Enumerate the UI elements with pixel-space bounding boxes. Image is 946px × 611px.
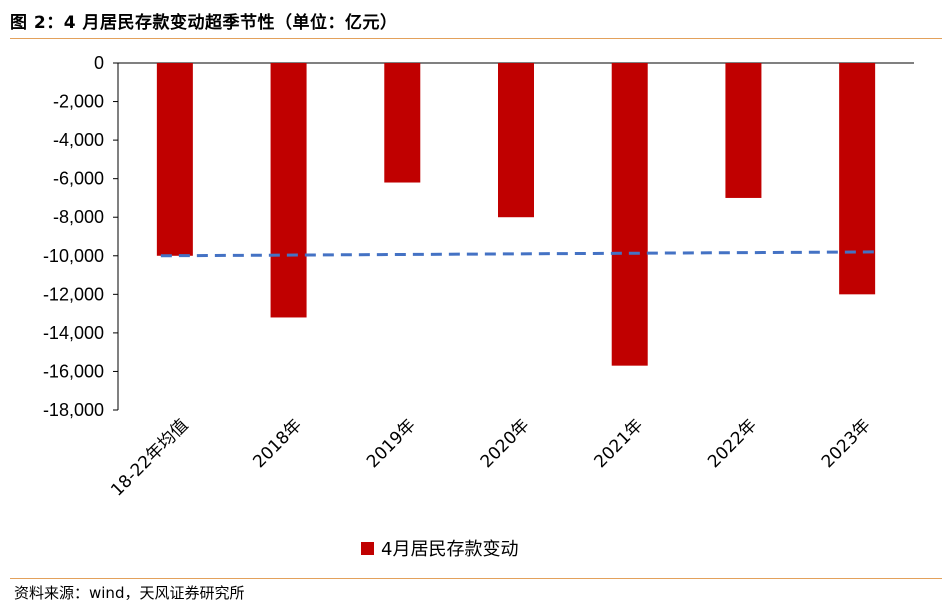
average-dashed-line bbox=[160, 250, 876, 258]
bar bbox=[839, 63, 876, 295]
y-tick-label: -2,000 bbox=[53, 92, 104, 112]
legend: 4月居民存款变动 bbox=[361, 539, 518, 560]
y-tick-label: -12,000 bbox=[43, 284, 104, 304]
x-axis-labels: 18-22年均值 2018年 2019年 2020年 2021年 2022年 2023年 bbox=[107, 415, 874, 500]
y-tick-label: -16,000 bbox=[43, 361, 104, 381]
y-tick-label: -4,000 bbox=[53, 130, 104, 150]
average-line bbox=[160, 250, 876, 258]
legend-swatch bbox=[361, 542, 374, 555]
bar bbox=[270, 63, 307, 318]
y-tick-label: -6,000 bbox=[53, 169, 104, 189]
y-tick-label: 0 bbox=[94, 53, 104, 73]
y-axis: 0 -2,000 -4,000 -6,000 -8,000 -10,000 -12,000 -… bbox=[43, 53, 914, 420]
x-tick-label: 2022年 bbox=[704, 415, 761, 472]
title-divider bbox=[10, 38, 942, 39]
bar bbox=[384, 63, 421, 183]
footer-divider bbox=[10, 578, 942, 579]
bar bbox=[498, 63, 534, 218]
legend-label: 4月居民存款变动 bbox=[381, 539, 518, 560]
bar bbox=[725, 63, 762, 198]
bar bbox=[156, 63, 193, 256]
x-tick-label: 2023年 bbox=[818, 415, 875, 472]
bar bbox=[611, 63, 648, 366]
bar-chart: 0 -2,000 -4,000 -6,000 -8,000 -10,000 -12,000 -… bbox=[43, 53, 914, 560]
y-tick-label: -14,000 bbox=[43, 323, 104, 343]
x-tick-label: 2021年 bbox=[590, 415, 647, 472]
x-tick-label: 2019年 bbox=[363, 415, 420, 472]
bars bbox=[156, 63, 876, 366]
x-tick-label: 2020年 bbox=[477, 415, 534, 472]
chart-title: 图 2：4 月居民存款变动超季节性（单位：亿元） bbox=[10, 13, 398, 33]
y-tick-label: -10,000 bbox=[43, 246, 104, 266]
x-tick-label: 18-22年均值 bbox=[107, 415, 192, 500]
y-tick-label: -8,000 bbox=[53, 207, 104, 227]
source-note: 资料来源：wind，天风证券研究所 bbox=[14, 584, 245, 602]
y-tick-label: -18,000 bbox=[43, 400, 104, 420]
x-tick-label: 2018年 bbox=[249, 415, 306, 472]
